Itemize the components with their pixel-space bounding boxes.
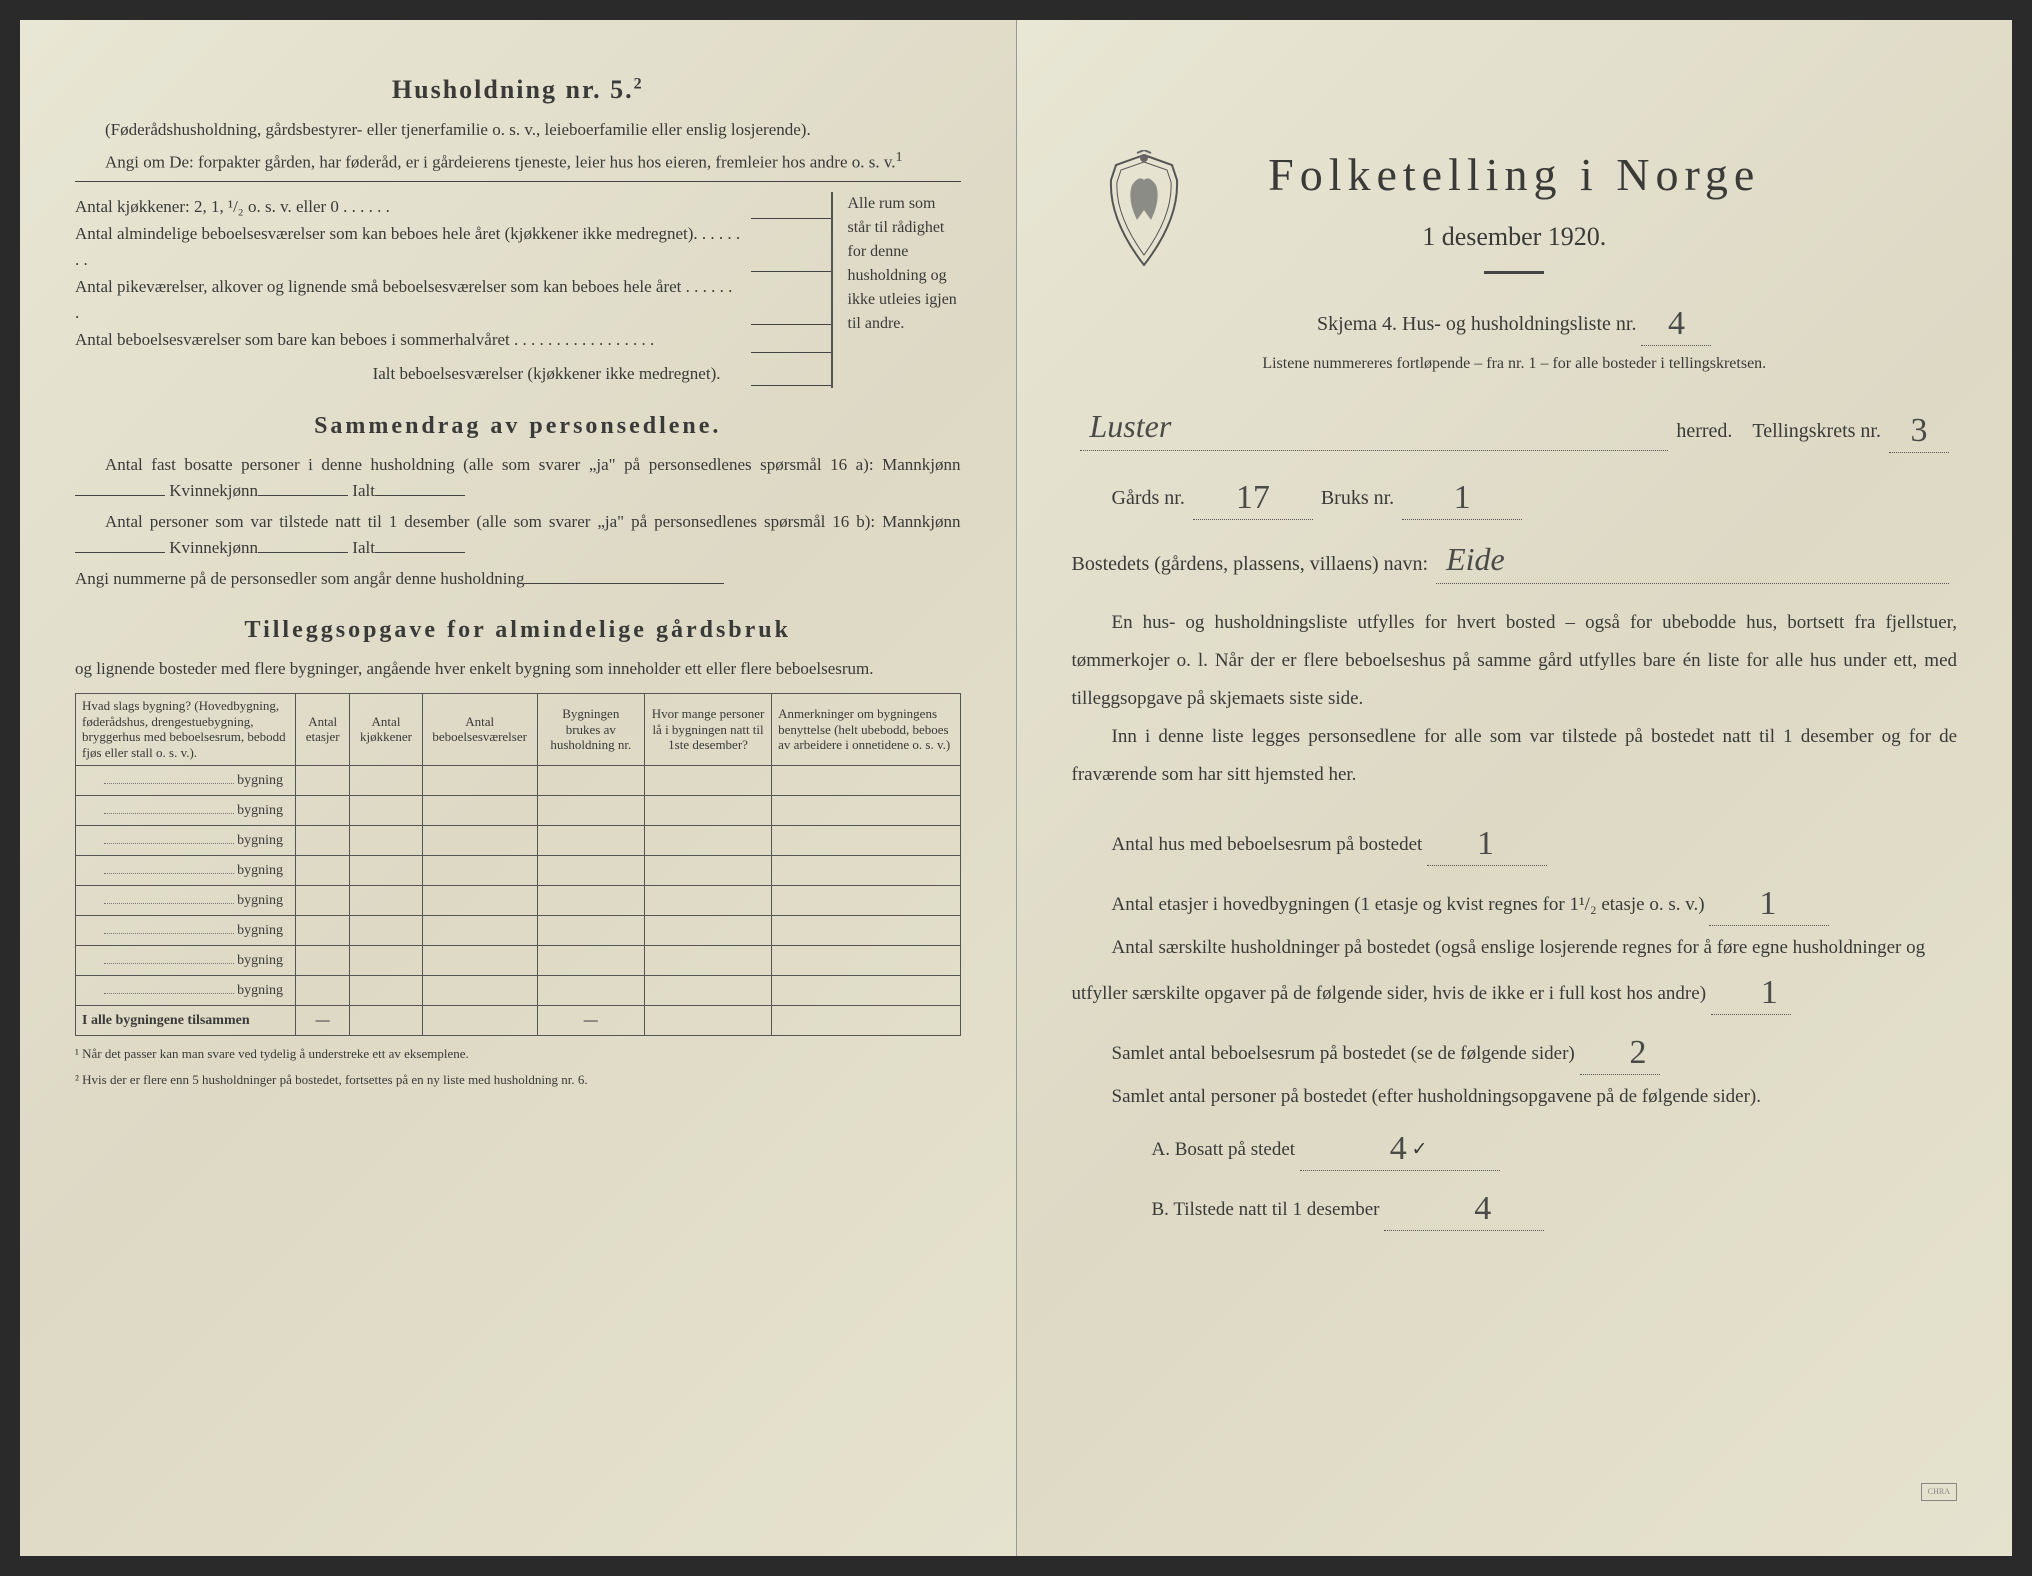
household-desc2: Angi om De: forpakter gården, har føderå…	[75, 147, 961, 175]
th-0: Hvad slags bygning? (Hovedbygning, føder…	[76, 694, 296, 765]
th-1: Antal etasjer	[296, 694, 350, 765]
room-note: Alle rum som står til rådighet for denne…	[831, 192, 961, 389]
q4-value: 2	[1630, 1034, 1647, 1071]
table-row: bygning	[76, 795, 961, 825]
skjema-line: Skjema 4. Hus- og husholdningsliste nr. …	[1072, 294, 1958, 346]
table-row: bygning	[76, 765, 961, 795]
q3-value: 1	[1761, 974, 1778, 1011]
table-row: bygning	[76, 825, 961, 855]
th-3: Antal beboelsesværelser	[422, 694, 537, 765]
q3: Antal særskilte husholdninger på bostede…	[1072, 934, 1958, 1015]
gards-row: Gårds nr. 17 Bruks nr. 1	[1072, 468, 1958, 520]
herred-row: Luster herred. Tellingskrets nr. 3	[1072, 401, 1958, 453]
table-row: bygning	[76, 915, 961, 945]
bruks-value: 1	[1454, 479, 1471, 516]
q4: Samlet antal beboelsesrum på bostedet (s…	[1072, 1023, 1958, 1075]
th-2: Antal kjøkkener	[350, 694, 422, 765]
room-total: Ialt beboelsesværelser (kjøkkener ikke m…	[75, 361, 741, 387]
q5: Samlet antal personer på bostedet (efter…	[1072, 1083, 1958, 1112]
qB: B. Tilstede natt til 1 desember 4	[1072, 1179, 1958, 1231]
table-header-row: Hvad slags bygning? (Hovedbygning, føder…	[76, 694, 961, 765]
left-page: Husholdning nr. 5.2 (Føderådshusholdning…	[20, 20, 1017, 1556]
table-row: bygning	[76, 945, 961, 975]
building-table: Hvad slags bygning? (Hovedbygning, føder…	[75, 693, 961, 1035]
summary-line-1: Antal fast bosatte personer i denne hush…	[75, 452, 961, 503]
instructions: En hus- og husholdningsliste utfylles fo…	[1072, 604, 1958, 794]
main-title: Folketelling i Norge	[1072, 140, 1958, 209]
th-5: Hvor mange personer lå i bygningen natt …	[644, 694, 771, 765]
q1-value: 1	[1477, 825, 1494, 862]
th-4: Bygningen brukes av husholdning nr.	[537, 694, 644, 765]
qA: A. Bosatt på stedet 4 ✓	[1072, 1119, 1958, 1171]
household-heading: Husholdning nr. 5.2	[75, 70, 961, 109]
title-divider	[1484, 271, 1544, 274]
krets-value: 3	[1911, 412, 1928, 449]
room-line-1: Antal almindelige beboelsesværelser som …	[75, 221, 741, 272]
bosted-value: Eide	[1446, 541, 1505, 577]
room-line-2: Antal pikeværelser, alkover og lignende …	[75, 274, 741, 325]
qB-value: 4	[1474, 1190, 1491, 1227]
q2: Antal etasjer i hovedbygningen (1 etasje…	[1072, 874, 1958, 926]
herred-value: Luster	[1090, 408, 1172, 444]
right-page: Folketelling i Norge 1 desember 1920. Sk…	[1017, 20, 2013, 1556]
summary-line-2: Antal personer som var tilstede natt til…	[75, 509, 961, 560]
tillegg-desc: og lignende bosteder med flere bygninger…	[75, 656, 961, 682]
table-row: bygning	[76, 855, 961, 885]
coat-of-arms-icon	[1097, 150, 1192, 270]
room-section: Antal kjøkkener: 2, 1, ¹/₂ o. s. v. elle…	[75, 192, 961, 389]
subtitle: 1 desember 1920.	[1072, 217, 1958, 256]
th-6: Anmerkninger om bygningens benyttelse (h…	[772, 694, 960, 765]
printer-stamp: CHRA	[1921, 1483, 1957, 1501]
footnote-2: ² Hvis der er flere enn 5 husholdninger …	[75, 1072, 961, 1089]
summary-line-3: Angi nummerne på de personsedler som ang…	[75, 566, 961, 592]
footnote-1: ¹ Når det passer kan man svare ved tydel…	[75, 1046, 961, 1063]
room-line-3: Antal beboelsesværelser som bare kan beb…	[75, 327, 741, 353]
census-document: Husholdning nr. 5.2 (Føderådshusholdning…	[20, 20, 2012, 1556]
listene-line: Listene nummereres fortløpende – fra nr.…	[1072, 352, 1958, 376]
qA-value: 4	[1390, 1130, 1407, 1167]
kitchens-line: Antal kjøkkener: 2, 1, ¹/₂ o. s. v. elle…	[75, 194, 741, 220]
table-row: bygning	[76, 975, 961, 1005]
skjema-value: 4	[1668, 305, 1685, 342]
tillegg-heading: Tilleggsopgave for almindelige gårdsbruk	[75, 612, 961, 648]
gards-value: 17	[1236, 479, 1270, 516]
q2-value: 1	[1759, 885, 1776, 922]
bosted-row: Bostedets (gårdens, plassens, villaens) …	[1072, 535, 1958, 584]
sammendrag-heading: Sammendrag av personsedlene.	[75, 408, 961, 444]
table-sum-row: I alle bygningene tilsammen——	[76, 1005, 961, 1035]
household-desc1: (Føderådshusholdning, gårdsbestyrer- ell…	[75, 117, 961, 143]
q1: Antal hus med beboelsesrum på bostedet 1	[1072, 814, 1958, 866]
table-row: bygning	[76, 885, 961, 915]
